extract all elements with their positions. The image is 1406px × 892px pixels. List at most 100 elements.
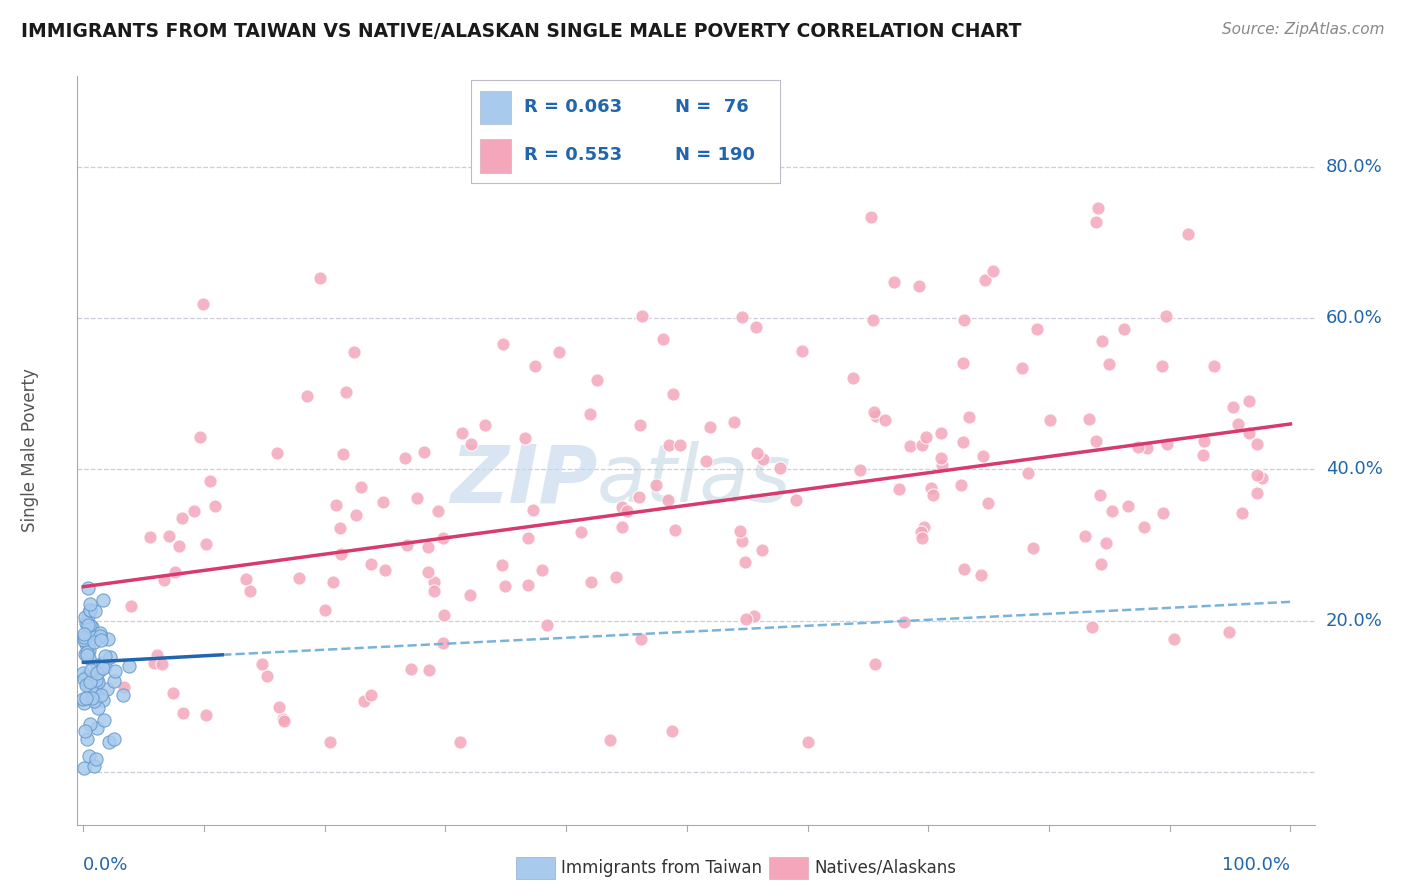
Point (664, 523, 686, 537)
Point (1152, 506, 1174, 520)
Point (723, 415, 745, 429)
Point (360, 688, 382, 702)
Point (77, 581, 100, 595)
Point (80, 682, 103, 697)
Point (1085, 215, 1108, 229)
Point (1078, 412, 1101, 426)
Point (785, 493, 807, 508)
Point (1112, 322, 1135, 336)
Point (188, 429, 211, 443)
Point (91, 656, 114, 670)
Point (83, 634, 105, 648)
Point (1090, 557, 1112, 571)
Point (73, 647, 96, 661)
Point (79, 603, 101, 617)
Point (730, 310, 752, 324)
Point (112, 680, 135, 694)
Point (953, 313, 976, 327)
Point (513, 431, 536, 445)
Point (86, 701, 108, 715)
Point (374, 563, 396, 577)
Point (1087, 201, 1109, 215)
Point (329, 547, 352, 561)
Point (699, 419, 721, 434)
Text: N = 190: N = 190 (675, 146, 755, 164)
Point (75, 669, 97, 683)
Point (76, 732, 98, 747)
Text: 0.0%: 0.0% (83, 855, 129, 873)
Point (83, 694, 105, 708)
Point (162, 686, 184, 700)
Point (371, 494, 394, 508)
Point (76, 677, 98, 691)
Point (953, 562, 976, 576)
Point (883, 275, 905, 289)
Point (627, 490, 650, 504)
Point (146, 648, 169, 662)
Point (269, 700, 291, 714)
Point (1192, 448, 1215, 462)
Point (952, 435, 974, 450)
Point (84, 604, 107, 618)
Point (862, 405, 884, 419)
Point (1116, 500, 1139, 514)
Point (929, 425, 952, 440)
Point (970, 568, 993, 582)
Point (652, 332, 675, 346)
Point (104, 664, 127, 678)
Point (89, 664, 111, 678)
Text: IMMIGRANTS FROM TAIWAN VS NATIVE/ALASKAN SINGLE MALE POVERTY CORRELATION CHART: IMMIGRANTS FROM TAIWAN VS NATIVE/ALASKAN… (21, 22, 1022, 41)
Point (644, 478, 666, 492)
Point (1232, 506, 1254, 520)
Point (76, 637, 98, 651)
Point (494, 579, 516, 593)
Point (1126, 441, 1149, 455)
Point (920, 481, 942, 495)
Point (616, 504, 638, 518)
Text: Immigrants from Taiwan: Immigrants from Taiwan (561, 859, 762, 877)
Point (728, 524, 751, 538)
Point (860, 210, 883, 224)
Point (194, 536, 217, 550)
Point (79, 717, 101, 731)
Point (1132, 520, 1154, 534)
Point (93, 592, 115, 607)
Point (76, 645, 98, 659)
Point (97, 734, 120, 748)
Point (73, 672, 96, 686)
Point (103, 674, 125, 689)
Point (80, 663, 103, 677)
Point (77, 673, 100, 687)
Point (517, 531, 540, 545)
Point (745, 446, 768, 460)
Point (841, 370, 863, 384)
Point (394, 451, 416, 466)
Point (332, 446, 354, 460)
Point (657, 493, 679, 508)
Point (1098, 357, 1121, 371)
Point (735, 612, 758, 626)
Point (204, 499, 226, 513)
Point (76, 618, 98, 632)
Point (957, 409, 980, 424)
Point (75, 678, 97, 692)
Point (287, 571, 309, 585)
Point (579, 407, 602, 421)
Point (98, 649, 121, 664)
Point (460, 437, 482, 451)
Point (1163, 632, 1185, 647)
Point (1017, 467, 1039, 481)
Text: 60.0%: 60.0% (1326, 309, 1382, 327)
Point (103, 732, 125, 747)
Point (77, 626, 100, 640)
Point (273, 714, 295, 728)
Point (80, 619, 103, 633)
Point (73, 626, 96, 640)
Point (167, 539, 190, 553)
Point (86, 665, 108, 680)
Text: R = 0.553: R = 0.553 (523, 146, 621, 164)
Point (120, 599, 142, 613)
Point (1088, 488, 1111, 502)
Point (450, 426, 472, 441)
Point (630, 632, 652, 647)
